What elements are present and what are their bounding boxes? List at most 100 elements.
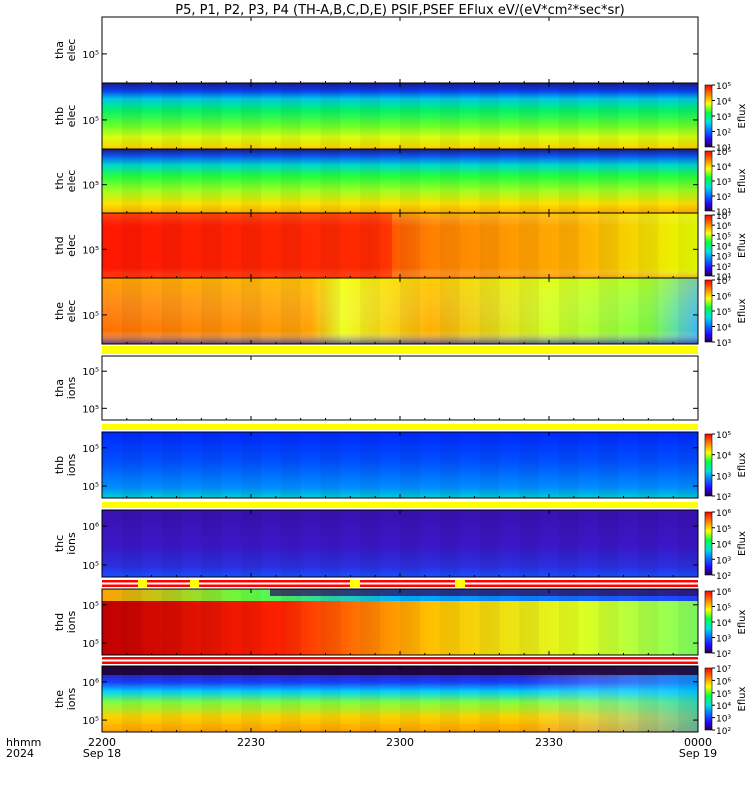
panel-label-line: elec bbox=[65, 39, 78, 62]
heatmap-bin-column bbox=[558, 83, 579, 149]
time-tick-label: 2300 bbox=[386, 736, 414, 749]
heatmap-bin-column bbox=[519, 83, 540, 149]
heatmap-bin-column bbox=[241, 510, 261, 577]
heatmap-bin-column bbox=[400, 589, 420, 655]
heatmap-bin-column bbox=[161, 83, 182, 149]
colorbar-tick-label: 10⁵ bbox=[716, 232, 731, 242]
heatmap-thc-elec bbox=[102, 149, 698, 213]
heatmap-bin-column bbox=[479, 83, 500, 149]
heatmap-bin-column bbox=[280, 589, 301, 655]
heatmap-bin-column bbox=[439, 666, 460, 732]
heatmap-bin-column bbox=[360, 510, 381, 577]
separator-bar bbox=[102, 424, 698, 430]
separator-bar bbox=[102, 502, 698, 508]
separator-bar-stripe bbox=[102, 582, 698, 585]
colorbar-tick-label: 10⁶ bbox=[716, 509, 731, 519]
colorbar-tick-label: 10⁵ bbox=[716, 525, 731, 535]
heatmap-bin-column bbox=[519, 432, 540, 498]
colorbar-tick-label: 10² bbox=[716, 263, 731, 273]
heatmap-bin-column bbox=[678, 278, 698, 344]
y-tick-label: 10⁵ bbox=[82, 311, 99, 322]
heatmap-bin-column bbox=[598, 83, 619, 149]
heatmap-bin-column bbox=[280, 149, 301, 213]
heatmap-bin-column bbox=[479, 149, 500, 213]
heatmap-bin-column bbox=[241, 213, 261, 278]
y-tick-label: 10⁵ bbox=[82, 245, 99, 256]
panel-label-thb-ions: thbions bbox=[53, 453, 78, 476]
colorbar-tick-label: 10³ bbox=[716, 253, 731, 263]
panel-label-line: elec bbox=[65, 105, 78, 128]
panel-label-thc-elec: thcelec bbox=[53, 170, 78, 193]
heatmap-bin-column bbox=[558, 213, 579, 278]
colorbar-tick-label: 10⁴ bbox=[716, 98, 731, 108]
panel-label-line: thc bbox=[53, 535, 66, 552]
colorbar-label: Eflux bbox=[737, 233, 748, 258]
separator-dropout bbox=[190, 580, 199, 587]
panel-label-line: thb bbox=[53, 107, 66, 125]
heatmap-bin-column bbox=[479, 510, 500, 577]
panel-the-ions: theions 10⁶ 10⁵ 10² 10³ 10⁴ 10⁵ 10⁶ 10⁷ Eflux bbox=[53, 665, 748, 737]
panel-label-line: the bbox=[53, 690, 66, 708]
heatmap-bin-column bbox=[161, 589, 182, 655]
separator-bar bbox=[102, 346, 698, 354]
heatmap-bin-column bbox=[241, 278, 261, 344]
heatmap-layer bbox=[102, 213, 392, 278]
y-tick-label: 10⁵ bbox=[82, 561, 99, 572]
colorbar-tick-label: 10⁴ bbox=[716, 541, 731, 551]
heatmap-bin-column bbox=[121, 278, 142, 344]
colorbar-tick-label: 10¹ bbox=[716, 144, 731, 154]
colorbar-tick-label: 10² bbox=[716, 727, 731, 737]
panel-label-line: ions bbox=[65, 453, 78, 476]
panel-label-line: thc bbox=[53, 172, 66, 189]
panel-label-line: ions bbox=[65, 610, 78, 633]
heatmap-bin-column bbox=[638, 278, 659, 344]
heatmap-bin-column bbox=[360, 589, 381, 655]
heatmap-bin-column bbox=[479, 666, 500, 732]
heatmap-bin-column bbox=[519, 510, 540, 577]
heatmap-bin-column bbox=[638, 213, 659, 278]
heatmap-bin-column bbox=[558, 278, 579, 344]
heatmap-bin-column bbox=[280, 83, 301, 149]
heatmap-bin-column bbox=[360, 149, 381, 213]
heatmap-bin-column bbox=[121, 149, 142, 213]
heatmap-bin-column bbox=[360, 213, 381, 278]
colorbar-tick-label: 10³ bbox=[716, 715, 731, 725]
panel-thb-ions: thbions 10⁵ 10⁵ 10² 10³ 10⁴ 10⁵ Eflux bbox=[53, 431, 748, 503]
colorbar-label: Eflux bbox=[737, 298, 748, 323]
heatmap-bin-column bbox=[320, 149, 341, 213]
heatmap-bin-column bbox=[360, 432, 381, 498]
y-tick-label: 10⁵ bbox=[82, 716, 99, 727]
time-tick-label: 0000 bbox=[684, 736, 712, 749]
heatmap-bin-column bbox=[121, 510, 142, 577]
heatmap-bin-column bbox=[241, 83, 261, 149]
heatmap-bin-column bbox=[479, 213, 500, 278]
colorbar-tick-label: 10¹ bbox=[716, 273, 731, 283]
heatmap-bin-column bbox=[241, 589, 261, 655]
heatmap-bin-column bbox=[161, 432, 182, 498]
y-tick-label: 10⁵ bbox=[82, 181, 99, 192]
time-tick-label: 2330 bbox=[535, 736, 563, 749]
heatmap-bin-column bbox=[439, 213, 460, 278]
heatmap-bin-column bbox=[519, 666, 540, 732]
colorbar-label: Eflux bbox=[737, 686, 748, 711]
heatmap-bin-column bbox=[121, 666, 142, 732]
heatmap-bin-column bbox=[678, 510, 698, 577]
heatmap-bin-column bbox=[439, 149, 460, 213]
y-tick-label: 10⁵ bbox=[82, 404, 99, 415]
colorbar-tick-label: 10⁷ bbox=[716, 665, 731, 675]
panel-label-thd-elec: thdelec bbox=[53, 234, 78, 257]
heatmap-bin-column bbox=[201, 589, 222, 655]
y-tick-label: 10⁵ bbox=[82, 444, 99, 455]
panel-label-thb-elec: thbelec bbox=[53, 105, 78, 128]
heatmap-bin-column bbox=[320, 278, 341, 344]
heatmap-layer bbox=[102, 278, 698, 344]
heatmap-bin-column bbox=[121, 589, 142, 655]
heatmap-bin-column bbox=[400, 149, 420, 213]
heatmap-bin-column bbox=[201, 83, 222, 149]
colorbar-tick-label: 10⁵ bbox=[716, 148, 731, 158]
colorbar-thc-ions bbox=[704, 511, 713, 576]
heatmap-bin-column bbox=[678, 432, 698, 498]
colorbar-label: Eflux bbox=[737, 103, 748, 128]
colorbar-thd-elec bbox=[704, 214, 713, 277]
